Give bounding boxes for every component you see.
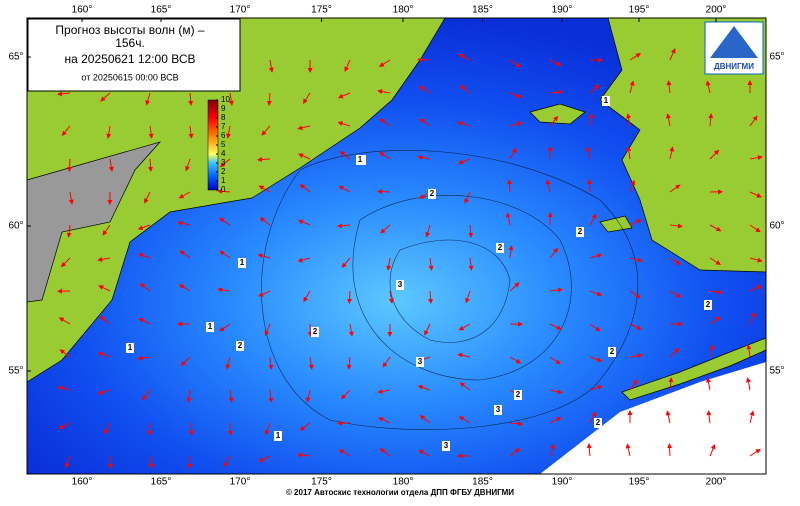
- footer: © 2017 Автоскис технологии отдела ДПП ФГ…: [286, 488, 514, 497]
- contour-label: 2: [238, 341, 243, 350]
- colorbar-label: 0: [221, 185, 226, 194]
- contour-label: 3: [444, 441, 449, 450]
- direction-arrow: [69, 159, 70, 171]
- lon-label: 185°: [472, 477, 493, 488]
- lon-label: 195°: [629, 477, 650, 488]
- title: Прогноз высоты волн (м) –: [55, 23, 205, 37]
- lon-label: 170°: [230, 5, 251, 16]
- colorbar-label: 10: [221, 95, 230, 104]
- contour-label: 1: [358, 155, 363, 164]
- lon-label: 200°: [706, 477, 727, 488]
- lon-label: 190°: [552, 477, 573, 488]
- direction-arrow: [349, 291, 350, 303]
- contour-label: 2: [313, 327, 318, 336]
- lon-label: 200°: [706, 5, 727, 16]
- lon-label: 170°: [230, 477, 251, 488]
- lat-label: 60°: [8, 221, 23, 232]
- colorbar-label: 4: [221, 149, 226, 158]
- lon-label: 190°: [552, 5, 573, 16]
- lon-label: 195°: [629, 5, 650, 16]
- colorbar-label: 1: [221, 176, 226, 185]
- colorbar-label: 3: [221, 158, 226, 167]
- lat-label: 55°: [769, 366, 784, 377]
- contour-label: 2: [498, 243, 503, 252]
- valid-time: на 20250621 12:00 ВСВ: [65, 52, 196, 66]
- lon-label: 175°: [311, 5, 332, 16]
- lon-label: 160°: [72, 5, 93, 16]
- lon-label: 175°: [311, 477, 332, 488]
- direction-arrow: [230, 423, 231, 435]
- direction-arrow: [378, 191, 390, 192]
- contour-label: 2: [578, 227, 583, 236]
- contour-label: 3: [496, 405, 501, 414]
- issued-time: от 20250615 00:00 ВСВ: [81, 72, 178, 82]
- contour-label: 1: [240, 258, 245, 267]
- colorbar-label: 2: [221, 167, 226, 176]
- lon-label: 160°: [72, 477, 93, 488]
- lat-label: 55°: [8, 366, 23, 377]
- contour-label: 3: [398, 280, 403, 289]
- colorbar-label: 6: [221, 131, 226, 140]
- direction-arrow: [669, 444, 670, 456]
- colorbar-label: 5: [221, 140, 226, 149]
- contour-label: 2: [430, 189, 435, 198]
- contour-label: 2: [516, 390, 521, 399]
- contour-label: 1: [276, 431, 281, 440]
- contour-label: 1: [604, 96, 609, 105]
- contour-label: 2: [610, 347, 615, 356]
- lon-label: 185°: [472, 5, 493, 16]
- contour-label: 1: [128, 343, 133, 352]
- colorbar-label: 7: [221, 122, 226, 131]
- contour-label: 1: [208, 322, 213, 331]
- lon-label: 165°: [151, 5, 172, 16]
- lon-label: 180°: [393, 477, 414, 488]
- lat-label: 65°: [769, 52, 784, 63]
- lead-time: 156ч.: [115, 36, 145, 50]
- lon-label: 180°: [393, 5, 414, 16]
- contour-label: 2: [596, 418, 601, 427]
- colorbar-label: 8: [221, 113, 226, 122]
- logo-text: ДВНИГМИ: [714, 62, 754, 71]
- colorbar-label: 9: [221, 104, 226, 113]
- contour-label: 2: [706, 300, 711, 309]
- lat-label: 65°: [8, 52, 23, 63]
- contour-label: 3: [418, 357, 423, 366]
- lat-label: 60°: [769, 221, 784, 232]
- lon-label: 165°: [151, 477, 172, 488]
- direction-arrow: [110, 456, 111, 468]
